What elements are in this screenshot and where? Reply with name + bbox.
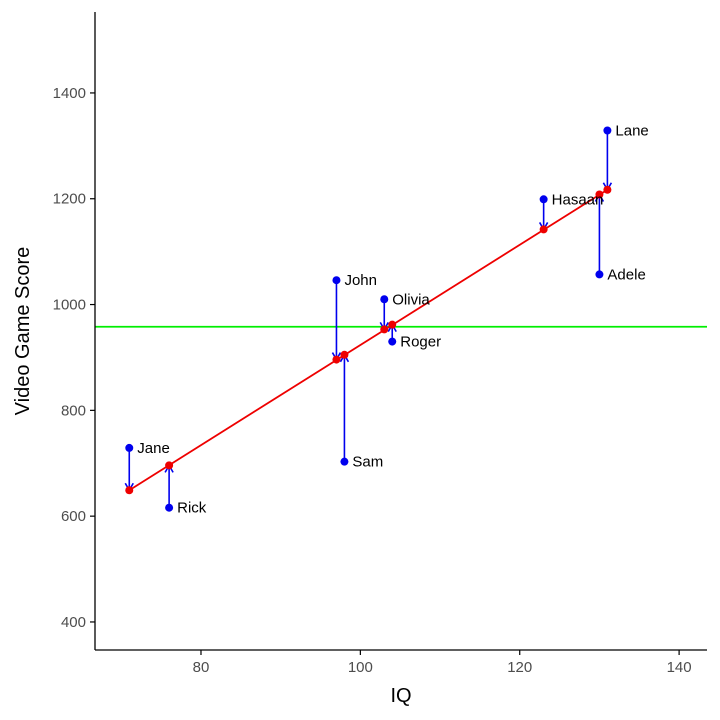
y-tick-label: 1000 (53, 297, 86, 314)
x-axis-title: IQ (390, 685, 411, 707)
x-tick-label: 100 (348, 659, 373, 676)
x-tick-label: 120 (507, 659, 532, 676)
predicted-point (595, 190, 604, 199)
actual-point (595, 270, 604, 279)
point-label: Jane (137, 440, 170, 457)
point-label: Roger (400, 334, 441, 351)
actual-point (340, 457, 349, 466)
residual-arrow (124, 447, 134, 492)
residual-arrow (602, 130, 613, 192)
predicted-point (539, 225, 548, 234)
x-tick-label: 80 (193, 659, 210, 676)
point-label: Hasaan (552, 191, 604, 208)
predicted-point (332, 355, 341, 364)
y-axis-title: Video Game Score (12, 247, 34, 416)
predicted-point (125, 486, 134, 495)
point-label: Lane (615, 123, 648, 140)
plot-area: Jane Rick John Sam Olivia Roger Hasaan Adele Lan… (95, 123, 707, 517)
residual-arrow (339, 353, 350, 462)
predicted-point (380, 325, 389, 334)
actual-point (125, 443, 134, 452)
axis-ticks: 80 100 120 140 400 600 800 1000 1200 1400 (53, 85, 692, 676)
residual-arrow (331, 280, 342, 362)
predicted-point (340, 350, 349, 359)
point-label: Olivia (392, 291, 430, 308)
point-label: Rick (177, 500, 207, 517)
residual-arrow (538, 199, 549, 232)
actual-point (603, 126, 612, 135)
point-label: John (344, 272, 377, 289)
actual-point (388, 337, 397, 346)
y-tick-label: 1400 (53, 85, 86, 102)
predicted-point (603, 185, 612, 194)
y-tick-label: 400 (61, 614, 86, 631)
residual-arrow (164, 463, 174, 508)
point-label: Adele (607, 266, 645, 283)
actual-point (332, 276, 341, 285)
predicted-point (388, 320, 397, 329)
actual-point (539, 195, 548, 204)
y-tick-label: 800 (61, 402, 86, 419)
y-tick-label: 600 (61, 508, 86, 525)
predicted-point (165, 461, 174, 470)
point-label: Sam (352, 454, 383, 471)
residual-arrow (379, 299, 389, 332)
regression-line (128, 188, 608, 491)
x-tick-label: 140 (667, 659, 692, 676)
y-tick-label: 1200 (53, 191, 86, 208)
actual-point (380, 295, 389, 304)
actual-point (165, 503, 174, 512)
